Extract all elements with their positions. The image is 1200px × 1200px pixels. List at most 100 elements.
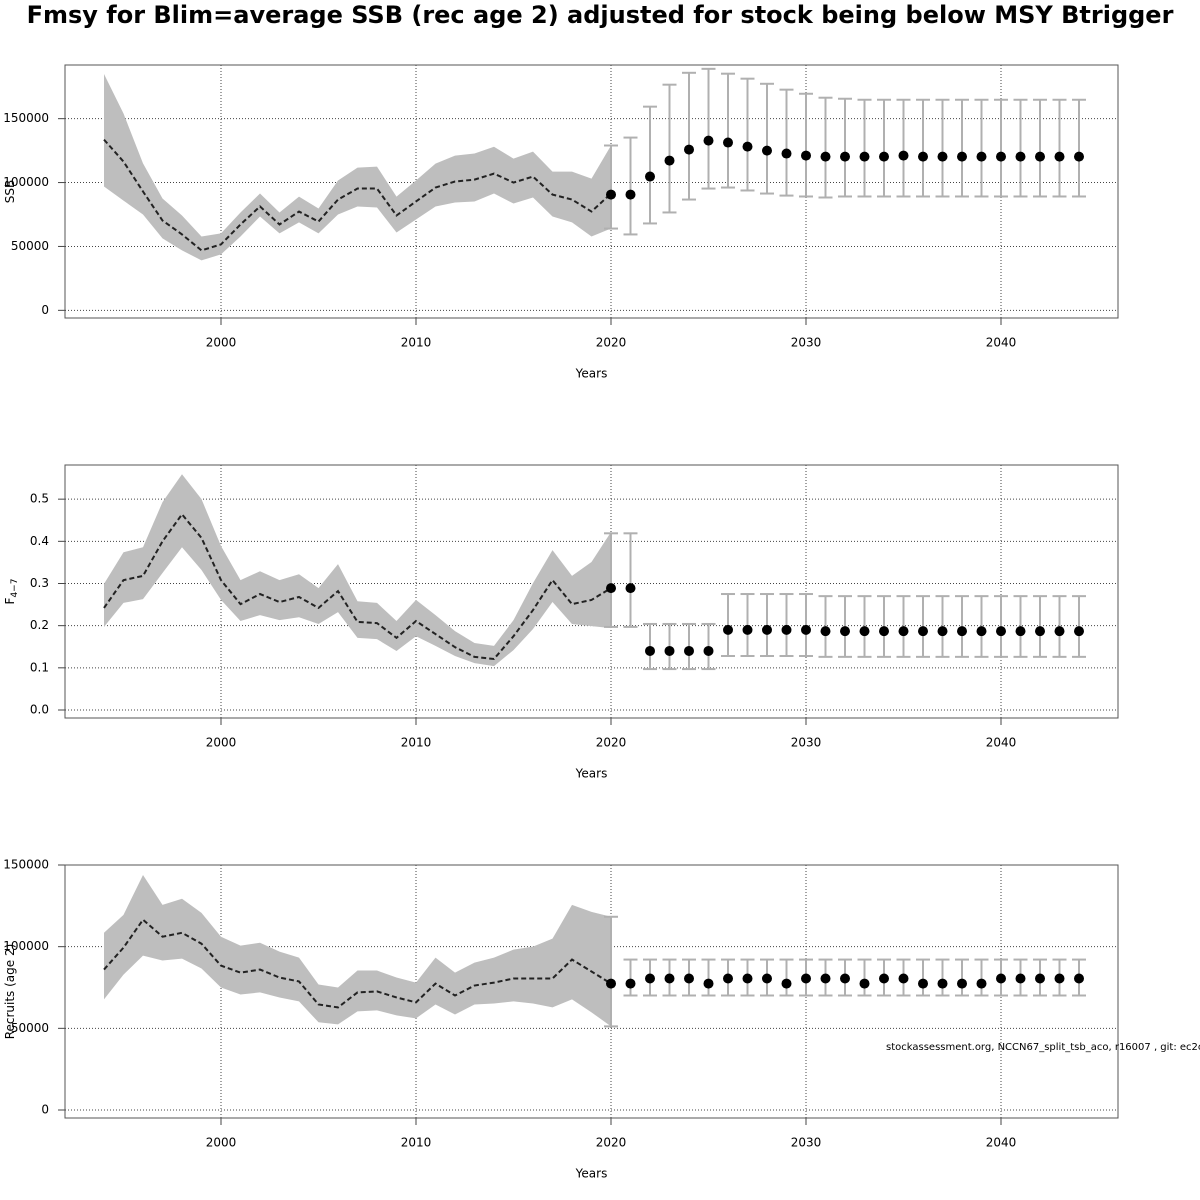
x-tick-label: 2020 [596,736,627,750]
x-axis-label: Years [575,767,608,781]
projection-point [859,151,870,162]
estimate-line [103,138,612,252]
y-tick-label: 150000 [3,858,49,872]
plot-frame [64,64,1119,319]
projection-point [918,626,928,637]
confidence-band [104,874,611,1027]
projection-point [996,151,1006,162]
projection-point [996,973,1006,984]
plot-frame [64,864,1119,1119]
projection-point [957,978,967,989]
x-tick-label: 2040 [986,336,1017,350]
projection-point [937,626,948,637]
projection-point [976,626,987,637]
projection-point [996,626,1006,637]
projection-point [1035,973,1045,984]
y-tick-label: 0.1 [30,660,49,674]
projection-point [957,151,967,162]
projection-point [898,150,909,161]
y-tick-label: 0 [41,1102,49,1116]
projection-point [684,144,694,155]
projection-point [937,978,948,989]
x-tick-label: 2010 [401,336,432,350]
y-tick-label: 0.5 [30,492,49,506]
projection-point [781,148,792,159]
projection-point [762,624,772,635]
x-tick-label: 2040 [986,736,1017,750]
projection-point [1035,626,1045,637]
projection-point [625,978,636,989]
projection-point [879,973,889,984]
projection-point [762,973,772,984]
projection-point [918,151,928,162]
projection-point [664,973,675,984]
y-axis-label: Recruits (age 2) [3,944,17,1040]
x-tick-label: 2030 [791,336,822,350]
x-tick-label: 2000 [206,336,237,350]
figure-title: Fmsy for Blim=average SSB (rec age 2) ad… [27,1,1174,29]
projection-point [1015,973,1026,984]
estimate-line [103,512,612,661]
projection-point [645,171,655,182]
projection-point [606,189,616,200]
y-tick-label: 100000 [3,939,49,953]
y-tick-label: 0.3 [30,576,49,590]
projection-point [801,973,811,984]
projection-point [703,978,714,989]
projection-point [1054,151,1065,162]
projection-point [840,626,850,637]
x-tick-label: 2010 [401,736,432,750]
projection-point [820,626,831,637]
y-tick-label: 0.4 [30,534,49,548]
x-tick-label: 2020 [596,336,627,350]
projection-point [879,626,889,637]
projection-point [976,978,987,989]
projection-point [781,978,792,989]
projection-point [742,141,753,152]
projection-point [1015,626,1026,637]
projection-point [684,645,694,656]
projection-point [625,189,636,200]
x-tick-label: 2000 [206,1136,237,1150]
projection-point [645,973,655,984]
x-tick-label: 2040 [986,1136,1017,1150]
x-tick-label: 2000 [206,736,237,750]
projection-point [898,973,909,984]
projection-point [723,973,733,984]
confidence-band [104,474,611,667]
projection-point [879,151,889,162]
projection-point [606,978,616,989]
y-tick-label: 0 [41,303,49,317]
projection-point [1015,151,1026,162]
y-axis-label-sub: 4−7 [10,579,20,598]
projection-point [1074,151,1084,162]
projection-point [957,626,967,637]
projection-point [625,583,636,594]
x-axis-label: Years [575,1167,608,1181]
projection-point [742,973,753,984]
x-axis-label: Years [575,367,608,381]
projection-point [742,624,753,635]
confidence-band [104,73,611,261]
projection-point [801,624,811,635]
y-axis-label-main: F [3,597,17,604]
projection-point [1074,626,1084,637]
y-tick-label: 100000 [3,175,49,189]
projection-point [703,645,714,656]
x-tick-label: 2010 [401,1136,432,1150]
projection-point [781,624,792,635]
y-tick-label: 150000 [3,111,49,125]
y-tick-label: 0.2 [30,618,49,632]
projection-point [859,626,870,637]
projection-point [840,973,850,984]
y-axis-label: SSB [3,180,17,203]
y-axis-label-main: Recruits (age 2) [3,944,17,1040]
projection-point [684,973,694,984]
y-tick-label: 50000 [11,1021,49,1035]
projection-point [723,137,733,148]
projection-point [1054,626,1065,637]
projection-point [1035,151,1045,162]
projection-point [898,626,909,637]
